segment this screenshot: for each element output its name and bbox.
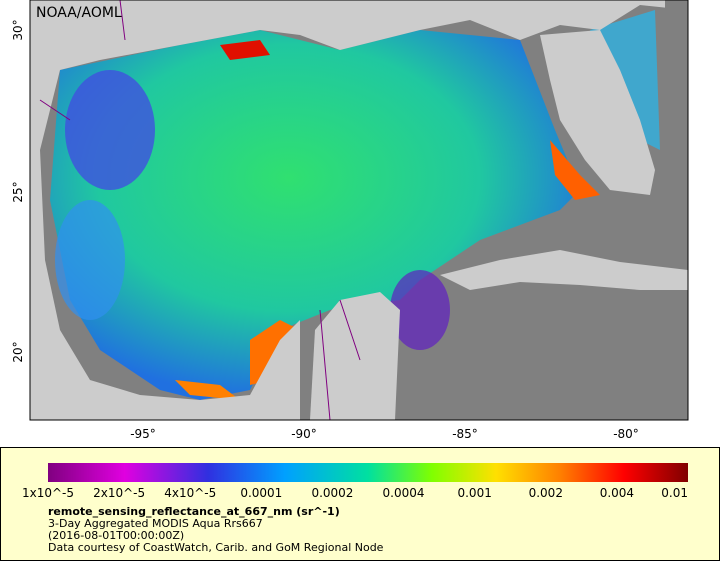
map (30, 0, 688, 420)
colorbar-label: 2x10^-5 (93, 486, 145, 500)
legend-line: 3-Day Aggregated MODIS Aqua Rrs667 (48, 517, 263, 530)
reflectance-field (175, 380, 240, 400)
reflectance-field (55, 200, 125, 320)
colorbar-label: 4x10^-5 (164, 486, 216, 500)
colorbar-label: 0.0001 (240, 486, 282, 500)
lat-label: 20° (11, 341, 25, 362)
colorbar-label: 0.002 (529, 486, 563, 500)
lat-label: 25° (11, 181, 25, 202)
map-frame (29, 0, 689, 421)
colorbar (48, 463, 688, 482)
lat-label: 30° (11, 19, 25, 40)
land (540, 30, 655, 195)
reflectance-field (390, 270, 450, 350)
colorbar-labels: 1x10^-5 2x10^-5 4x10^-5 0.0001 0.0002 0.0004 0… (22, 486, 688, 500)
variable: remote_sensing_reflectance_at_667_nm (sr… (48, 505, 340, 518)
lon-label: -85° (452, 427, 478, 441)
lon-label: -95° (130, 427, 156, 441)
reflectance-field (550, 140, 600, 200)
border (39, 0, 361, 420)
colorbar-label: 0.004 (600, 486, 634, 500)
colorbar-label: 0.0004 (383, 486, 425, 500)
land (30, 0, 688, 420)
legend-line: Data courtesy of CoastWatch, Carib. and … (48, 541, 384, 554)
colorbar-label: 0.0002 (311, 486, 353, 500)
reflectance-field (220, 40, 270, 60)
reflectance-field (65, 70, 155, 190)
colorbar-label: 1x10^-5 (22, 486, 74, 500)
colorbar-label: 0.001 (457, 486, 491, 500)
colorbar-label: 0.01 (661, 486, 688, 500)
lon-label: -90° (291, 427, 317, 441)
reflectance-field (50, 30, 580, 400)
no-data (665, 0, 688, 230)
lon-label: -80° (613, 427, 639, 441)
credit: NOAA/AOML (36, 5, 122, 21)
land (310, 292, 400, 420)
land (440, 250, 688, 290)
legend-line: (2016-08-01T00:00:00Z) (48, 529, 184, 542)
